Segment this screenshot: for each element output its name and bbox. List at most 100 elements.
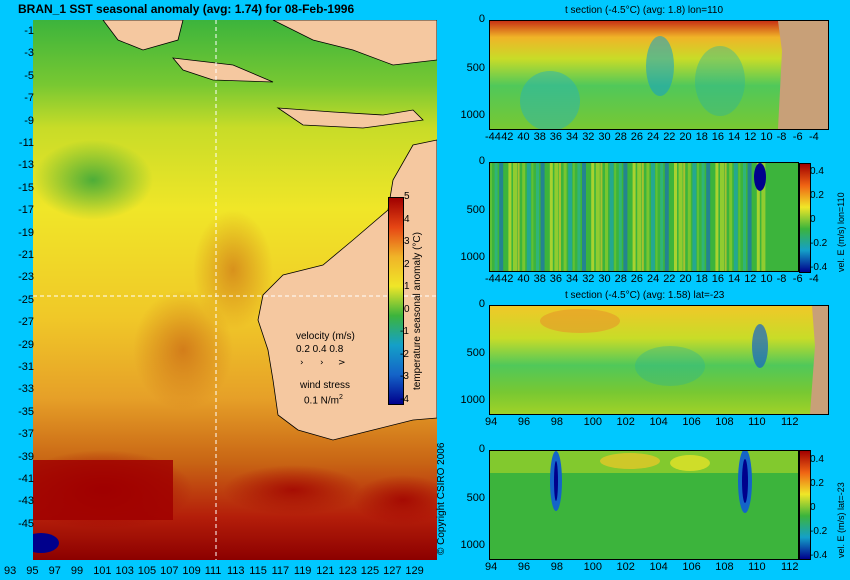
panel2-x-tick: 14 [728,273,741,285]
panel1-x-tick: 36 [549,131,563,143]
panel2-x-tick: -6 [792,273,803,285]
panel3-y-tick: 500 [466,347,485,359]
panel1-x-tick: -8 [776,131,787,143]
panel3-x-tick: 110 [748,416,766,428]
panel2-colorbar-label: vel. E (m/s) lon=110 [836,192,846,272]
map-y-tick: -17 [18,204,34,217]
map-x-tick: 117 [271,565,290,577]
sst-colorbar-tick: -4 [400,393,409,405]
panel3-y-tick: 1000 [460,394,485,406]
panel2-colorbar-tick: 0.4 [810,166,824,177]
panel2-x-tick: 34 [566,273,579,285]
panel1-x-tick: 26 [630,131,644,143]
panel1-y-tick: 1000 [460,109,485,121]
panel2-x-tick: -8 [776,273,787,285]
panel2-x-tick: 36 [549,273,563,285]
panel1-t-section [489,20,829,130]
panel4-canvas [490,451,798,559]
map-y-tick: -39 [18,450,34,463]
map-y-tick: -9 [24,114,34,127]
map-x-tick: 103 [115,565,134,577]
map-y-tick: -3 [24,47,34,60]
svg-text:›: › [320,358,324,366]
cold-eddy [33,533,59,553]
velocity-legend-scale: 0.2 0.4 0.8 [296,344,344,355]
panel4-x-tick: 110 [748,561,766,573]
panel1-x-tick: 10 [760,131,773,143]
map-x-tick: 107 [160,565,179,577]
panel4-x-tick: 112 [781,561,799,573]
panel4-colorbar-tick: 0.2 [810,478,824,489]
panel2-y-tick: 0 [478,155,485,167]
panel3-x-tick: 96 [517,416,531,428]
map-x-tick: 121 [316,565,335,577]
map-x-tick: 127 [383,565,402,577]
panel3-x-tick: 108 [715,416,734,428]
panel4-x-tick: 108 [715,561,734,573]
panel2-x-tick: 18 [695,273,708,285]
velocity-legend-title: velocity (m/s) [296,331,355,342]
map-y-tick: -43 [18,495,34,508]
panel3-y-tick: 0 [478,298,485,310]
panel3-x-tick: 106 [682,416,701,428]
panel4-colorbar [799,450,811,560]
panel2-vel-section [489,162,799,272]
panel2-x-tick: 38 [533,273,546,285]
panel4-x-tick: 104 [649,561,668,573]
svg-text:>: > [338,358,346,366]
map-x-tick: 99 [70,565,84,577]
panel2-colorbar-tick: -0.4 [810,262,828,273]
panel1-x-tick: 22 [663,131,676,143]
panel2-x-tick: 10 [760,273,773,285]
panel2-x-tick: 24 [647,273,660,285]
panel1-canvas [490,21,828,129]
panel1-x-tick: 18 [695,131,708,143]
panel4-x-tick: 96 [517,561,531,573]
panel1-x-tick: 32 [582,131,595,143]
panel4-colorbar-tick: 0 [810,502,816,513]
panel2-x-tick: 20 [679,273,692,285]
panel2-canvas [490,163,798,271]
land-timor [276,107,424,129]
panel2-x-tick: -4 [809,273,819,285]
map-x-tick: 101 [93,565,112,577]
map-y-tick: -1 [24,25,34,37]
land-sulawesi [272,20,437,66]
panel3-x-tick: 100 [583,416,603,428]
map-x-tick: 125 [360,565,380,577]
sst-colorbar [388,197,404,405]
panel2-x-tick: -44 [485,273,501,285]
panel1-title: t section (-4.5°C) (avg: 1.8) lon=110 [565,5,724,16]
panel1-x-tick: -4 [809,131,819,143]
panel3-x-tick: 94 [485,416,498,428]
map-x-tick: 113 [227,565,245,577]
map-x-tick: 115 [249,565,267,577]
map-y-tick: -29 [18,338,34,351]
panel1-x-tick: 14 [728,131,741,143]
panel2-x-tick: 26 [630,273,644,285]
map-y-tick: -7 [24,92,34,105]
panel2-y-tick: 1000 [460,251,485,263]
sst-anomaly-map [33,20,437,560]
sst-colorbar-tick: 0 [404,303,410,315]
panel4-colorbar-tick: -0.4 [810,550,828,561]
map-y-tick: -21 [18,249,34,261]
map-x-tick: 95 [26,565,39,577]
panel2-y-tick: 500 [466,204,485,216]
panel2-x-tick: 16 [711,273,725,285]
panel1-x-tick: 40 [517,131,530,143]
map-x-tick: 97 [48,565,61,577]
map-x-tick: 109 [182,565,201,577]
panel1-x-tick: 28 [614,131,627,143]
wind-legend-title: wind stress [300,380,351,391]
panel1-x-tick: 38 [533,131,546,143]
panel2-x-tick: 28 [614,273,627,285]
sst-colorbar-tick: 4 [404,213,410,225]
map-x-tick: 93 [4,565,17,577]
sst-colorbar-label: temperature seasonal anomaly (°C) [412,232,423,390]
panel1-x-tick: 12 [744,131,757,143]
panel3-land [810,306,828,414]
panel3-t-section [489,305,829,415]
sst-colorbar-tick: -1 [400,326,409,337]
panel2-colorbar-tick: 0.2 [810,190,824,201]
